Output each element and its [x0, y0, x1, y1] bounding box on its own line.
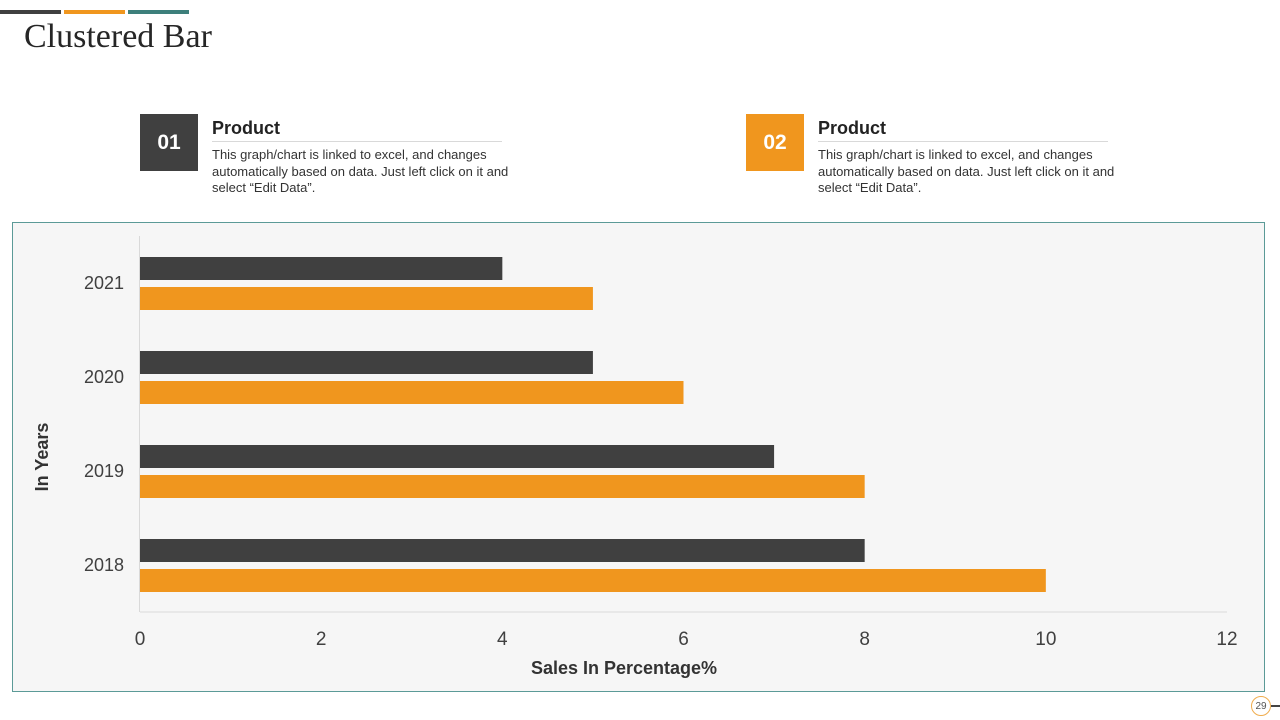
accent-bar-orange — [64, 10, 125, 14]
accent-bar-teal — [128, 10, 189, 14]
legend-description-01: This graph/chart is linked to excel, and… — [212, 147, 509, 195]
page-number-tick — [1271, 705, 1280, 707]
legend-item-01: 01 Product This graph/chart is linked to… — [140, 114, 520, 204]
chart-frame — [12, 222, 1265, 692]
page-number: 29 — [1251, 696, 1271, 716]
legend-description-02: This graph/chart is linked to excel, and… — [818, 147, 1115, 195]
slide-title: Clustered Bar — [24, 18, 212, 55]
legend-title-02: Product — [818, 118, 1108, 142]
legend-item-02: 02 Product This graph/chart is linked to… — [746, 114, 1126, 204]
legend-badge-01: 01 — [140, 114, 198, 171]
legend-badge-02: 02 — [746, 114, 804, 171]
accent-bar-dark — [0, 10, 61, 14]
legend-title-01: Product — [212, 118, 502, 142]
